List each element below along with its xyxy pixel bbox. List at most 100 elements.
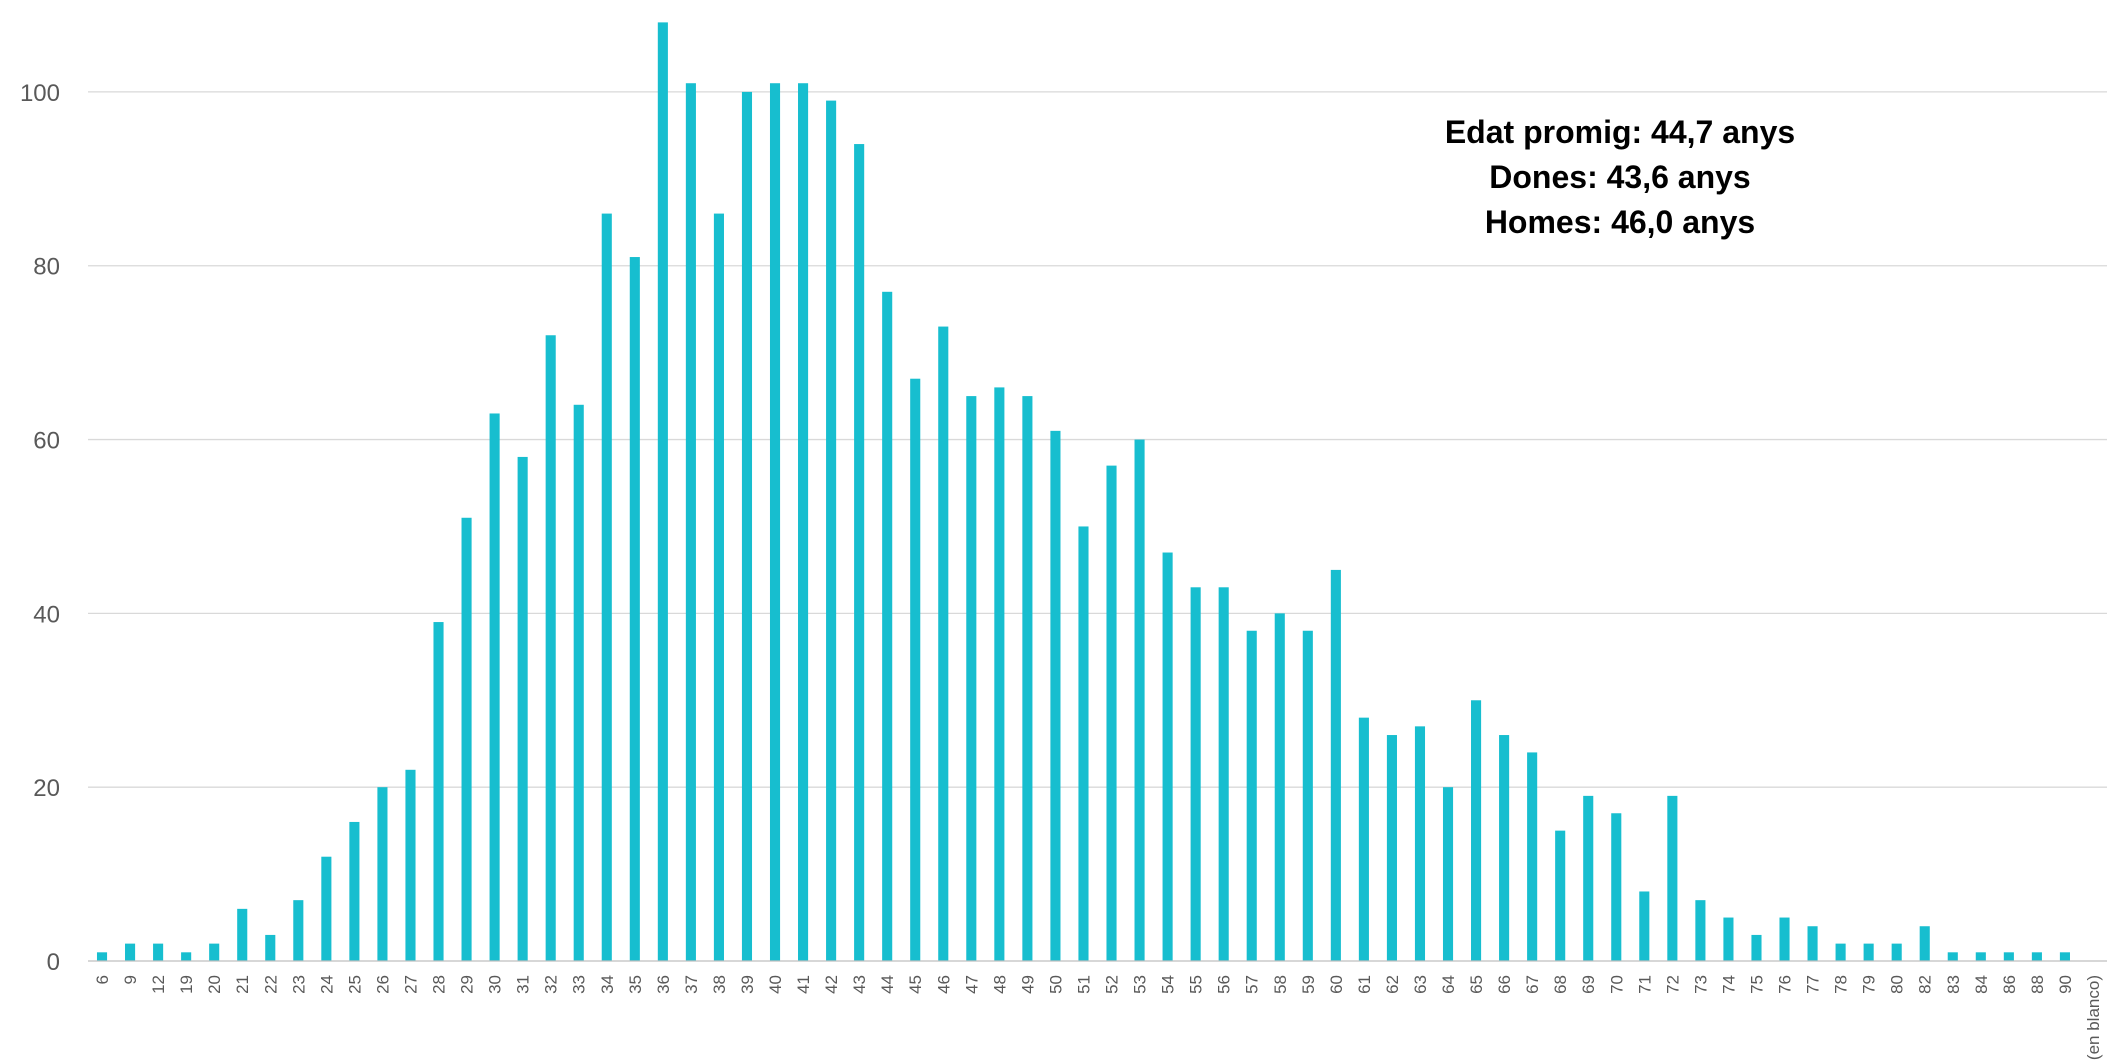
- y-tick-label: 100: [20, 80, 60, 107]
- bar-age-77: [1807, 926, 1818, 961]
- x-tick-label: 19: [177, 975, 196, 994]
- x-tick-label: 38: [710, 975, 729, 994]
- x-tick-label: 54: [1159, 975, 1178, 994]
- bar-age-52: [1106, 465, 1117, 961]
- bar-age-43: [854, 144, 865, 961]
- bar-age-37: [685, 83, 696, 961]
- x-tick-label: 9: [121, 975, 140, 984]
- x-tick-label: 77: [1804, 975, 1823, 994]
- y-tick-label: 0: [47, 949, 60, 976]
- bar-age-67: [1527, 752, 1538, 961]
- bar-age-34: [601, 213, 612, 962]
- x-tick-label: 36: [654, 975, 673, 994]
- bar-age-26: [377, 787, 388, 961]
- bar-age-90: [2059, 952, 2070, 961]
- x-tick-label: (en blanco): [2084, 975, 2103, 1060]
- average-age-annotation: Edat promig: 44,7 anys Dones: 43,6 anys …: [1445, 114, 1795, 240]
- x-tick-label: 53: [1131, 975, 1150, 994]
- bar-age-29: [461, 517, 472, 961]
- bar-age-6: [96, 952, 108, 961]
- x-tick-label: 32: [542, 975, 561, 994]
- x-tick-label: 82: [1916, 975, 1935, 994]
- x-tick-label: 74: [1719, 975, 1738, 994]
- x-tick-label: 84: [1972, 975, 1991, 994]
- bar-age-27: [405, 769, 416, 961]
- bar-age-19: [181, 952, 192, 961]
- x-tick-label: 45: [906, 975, 925, 994]
- bar-age-80: [1891, 943, 1902, 961]
- x-tick-label: 58: [1271, 975, 1290, 994]
- x-tick-label: 56: [1215, 975, 1234, 994]
- bar-age-50: [1050, 430, 1061, 961]
- y-tick-label: 80: [33, 254, 60, 281]
- x-tick-label: 55: [1187, 975, 1206, 994]
- x-tick-label: 41: [794, 975, 813, 994]
- x-tick-label: 39: [738, 975, 757, 994]
- annotation-women: Dones: 43,6 anys: [1489, 159, 1750, 195]
- bar-age-66: [1499, 735, 1510, 961]
- x-tick-label: 12: [149, 975, 168, 994]
- x-tick-label: 86: [2000, 975, 2019, 994]
- bar-age-82: [1919, 926, 1930, 961]
- x-tick-label: 26: [373, 975, 392, 994]
- x-tick-label: 40: [766, 975, 785, 994]
- y-tick-label: 20: [33, 775, 60, 802]
- bar-age-61: [1358, 717, 1369, 961]
- bar-age-75: [1751, 934, 1762, 961]
- x-tick-label: 83: [1944, 975, 1963, 994]
- x-tick-label: 63: [1411, 975, 1430, 994]
- bar-age-40: [769, 83, 781, 961]
- x-tick-label: 75: [1747, 975, 1766, 994]
- x-tick-label: 50: [1046, 975, 1065, 994]
- bar-age-41: [798, 83, 809, 961]
- x-tick-label: 48: [990, 975, 1009, 994]
- bar-age-54: [1162, 552, 1173, 961]
- x-tick-label: 73: [1691, 975, 1710, 994]
- x-tick-label: 67: [1523, 975, 1542, 994]
- bar-age-45: [910, 378, 921, 961]
- bar-age-86: [2003, 952, 2014, 961]
- annotation-average: Edat promig: 44,7 anys: [1445, 114, 1795, 150]
- bar-age-88: [2031, 952, 2042, 961]
- x-tick-label: 65: [1467, 975, 1486, 994]
- x-tick-label: 71: [1635, 975, 1654, 994]
- x-tick-label: 62: [1383, 975, 1402, 994]
- bar-age-49: [1022, 396, 1033, 961]
- bar-age-46: [938, 326, 949, 962]
- x-tick-label: 47: [962, 975, 981, 994]
- x-tick-label: 80: [1888, 975, 1907, 994]
- x-tick-label: 24: [317, 975, 336, 994]
- bar-age-32: [545, 335, 556, 962]
- bar-age-69: [1583, 795, 1594, 961]
- bar-age-12: [153, 943, 164, 961]
- x-tick-label: 88: [2028, 975, 2047, 994]
- bar-age-42: [826, 100, 837, 962]
- x-tick-label: 60: [1327, 975, 1346, 994]
- x-tick-label: 43: [850, 975, 869, 994]
- bar-age-79: [1863, 943, 1874, 961]
- bar-age-39: [741, 91, 753, 962]
- x-tick-label: 22: [261, 975, 280, 994]
- bar-age-38: [713, 213, 724, 962]
- x-tick-label: 35: [626, 975, 645, 994]
- bar-age-47: [966, 396, 977, 961]
- x-tick-label: 49: [1018, 975, 1037, 994]
- y-axis-ticks: 0 20 40 60 80 100: [20, 80, 60, 976]
- x-tick-label: 68: [1551, 975, 1570, 994]
- bar-age-44: [882, 291, 893, 961]
- x-tick-label: 37: [682, 975, 701, 994]
- x-tick-label: 59: [1299, 975, 1318, 994]
- x-tick-label: 46: [934, 975, 953, 994]
- bar-age-76: [1779, 917, 1790, 961]
- bar-age-70: [1611, 813, 1622, 961]
- x-tick-label: 78: [1832, 975, 1851, 994]
- bar-age-64: [1442, 787, 1454, 961]
- x-tick-label: 42: [822, 975, 841, 994]
- x-tick-label: 52: [1103, 975, 1122, 994]
- bar-age-84: [1975, 952, 1986, 961]
- bar-age-68: [1555, 830, 1566, 961]
- bar-age-53: [1134, 439, 1145, 962]
- bar-age-63: [1414, 726, 1426, 961]
- bar-age-72: [1667, 795, 1678, 961]
- bar-age-21: [237, 908, 248, 961]
